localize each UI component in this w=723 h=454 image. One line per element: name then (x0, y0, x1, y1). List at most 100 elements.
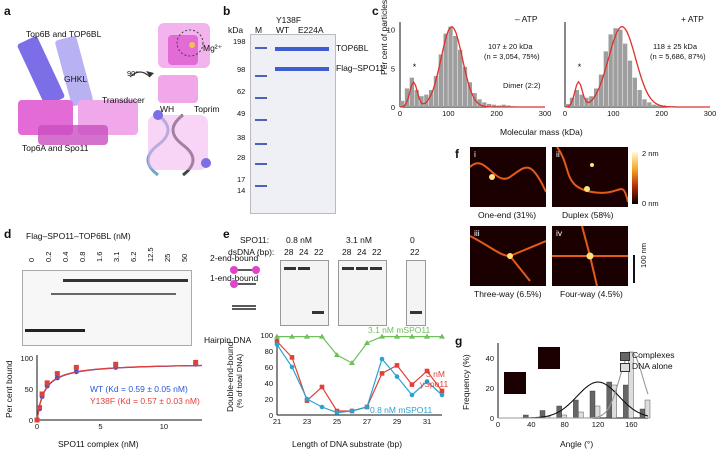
histogram-bar (424, 94, 429, 107)
afm-label-i: i (474, 149, 476, 159)
wh-label: WH (160, 104, 175, 114)
gel-e-0 (406, 260, 426, 326)
conc-labels: 0 0.2 0.4 0.8 1.6 3.1 6.2 12.5 25 50 (24, 247, 194, 268)
histogram-bar (501, 104, 506, 107)
y138f-header: Y138F (276, 15, 302, 25)
left-peak: 107 ± 20 kDa (488, 42, 533, 51)
e-series-line (277, 335, 442, 364)
histogram-bar (453, 35, 458, 107)
height-colorbar (632, 152, 638, 204)
c-x-tick: 100 (442, 109, 455, 118)
dimer-label: Dimer (2:2) (503, 81, 541, 90)
y138f-point (193, 359, 199, 365)
g-x-tick: 120 (592, 420, 605, 429)
e-y-tick: 20 (265, 395, 273, 404)
two-end-label: 2-end-bound (210, 253, 259, 263)
conc-label: 6.2 (129, 251, 138, 262)
conc-label: 0.2 (44, 251, 53, 262)
emsa-gel (22, 270, 192, 346)
e-x-tick: 23 (303, 417, 311, 426)
e-ylabel: Double-end-bound (225, 341, 235, 412)
kda-label: kDa (228, 25, 244, 35)
e-y-tick: 0 (269, 411, 273, 420)
m08-point (319, 404, 325, 410)
bp-22a: 22 (314, 247, 324, 257)
c-x-tick: 200 (490, 109, 503, 118)
e-y-tick: 60 (265, 363, 273, 372)
y3-point (319, 384, 325, 390)
c-ylabel: Per cent of particles (379, 0, 389, 75)
gel-e-08 (280, 260, 329, 326)
e-spo11: SPO11: (240, 235, 270, 245)
bp-28b: 28 (342, 247, 352, 257)
histogram-bar (627, 60, 633, 107)
left-n: (n = 3,054, 75%) (484, 52, 540, 61)
complexes-bar (589, 390, 596, 419)
m08-point (379, 356, 385, 362)
bp-22b: 22 (372, 247, 382, 257)
legend-alone-swatch (620, 363, 630, 372)
m31-point (424, 333, 430, 339)
histogram-bar (433, 76, 439, 107)
afm-image-ii (552, 146, 629, 207)
minus-atp: – ATP (515, 14, 538, 24)
rotation-label: 90° (127, 69, 139, 78)
alone-bar (644, 399, 651, 419)
conc-label: 0 (27, 257, 36, 262)
g-x-tick: 40 (527, 420, 535, 429)
histogram-bar (506, 105, 511, 107)
y138f-point (73, 364, 79, 370)
histogram-bar (589, 96, 594, 107)
colorbar-bottom: 0 nm (642, 199, 659, 208)
m31-point (289, 333, 295, 339)
top6bl-label: TOP6BL (336, 43, 369, 53)
caption-duplex: Duplex (58%) (562, 210, 614, 220)
one-end-band (51, 293, 176, 295)
y3-point (424, 368, 430, 374)
bp-28a: 28 (284, 247, 294, 257)
e-x-tick: 25 (333, 417, 341, 426)
lane-m: M (255, 25, 263, 35)
histogram-bar (443, 33, 448, 107)
m08-point (349, 408, 355, 414)
wt-legend: WT (Kd = 0.59 ± 0.05 nM) (90, 384, 188, 394)
y138f-legend: Y138F (Kd = 0.57 ± 0.03 nM) (90, 396, 200, 406)
m08-point (334, 410, 340, 415)
e-xlabel: Length of DNA substrate (bp) (292, 439, 403, 449)
y3-point (394, 363, 400, 368)
afm-image-iv (552, 225, 628, 287)
mg-ion-icon (189, 42, 195, 48)
scale-bar-label: 100 nm (639, 242, 648, 268)
d-x-tick: 0 (35, 422, 39, 431)
hairpin-label: Hairpin DNA (204, 335, 252, 345)
d-ylabel: Per cent bound (4, 360, 14, 418)
histogram-bar (429, 90, 434, 107)
e-ylabel2: (% of total DNA) (235, 353, 244, 408)
legend-complexes: Complexes (632, 350, 675, 360)
marker-38: 38 (237, 133, 246, 142)
d-y-tick: 100 (20, 354, 33, 363)
y3b-label: ySpo11 (420, 379, 449, 389)
afm-label-iii: iii (474, 228, 480, 238)
m08-point (364, 404, 370, 410)
marker-49: 49 (237, 109, 246, 118)
peak-star: * (578, 62, 582, 72)
alone-bar (578, 411, 584, 419)
lane-wt: WT (276, 25, 290, 35)
g-y-tick: 40 (486, 354, 494, 363)
m31-point (394, 333, 400, 339)
histogram-bar (565, 103, 570, 107)
marker-62: 62 (237, 87, 246, 96)
histogram-bar (448, 26, 453, 107)
histogram-bar (414, 90, 419, 107)
schematic-a (17, 23, 211, 177)
m31-point (364, 340, 370, 345)
right-n: (n = 5,686, 87%) (650, 52, 706, 61)
histogram-bar (608, 34, 613, 108)
m31-point (274, 333, 280, 339)
histogram-bar (487, 103, 492, 107)
c-x-tick: 200 (655, 109, 668, 118)
c-xlabel: Molecular mass (kDa) (500, 127, 583, 137)
group-0: 0 (410, 235, 415, 245)
